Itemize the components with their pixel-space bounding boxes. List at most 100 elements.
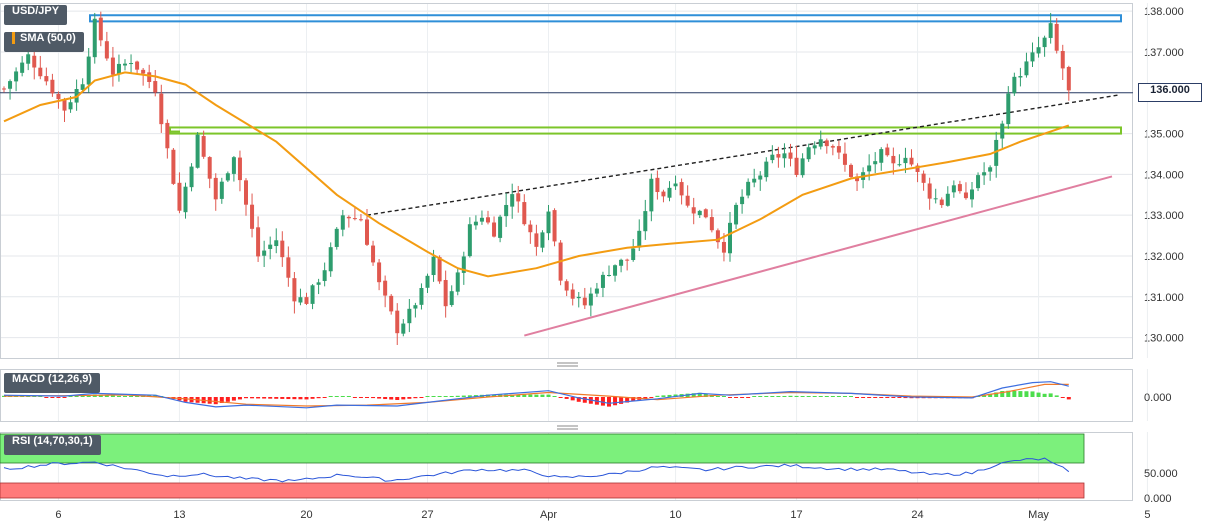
rising-support-line — [524, 175, 1113, 337]
x-tick-label: 17 — [790, 509, 802, 521]
macd-hist-bar — [619, 397, 624, 404]
candle-bull — [594, 288, 599, 294]
candle-bear — [98, 17, 103, 41]
candle-bull — [473, 221, 478, 226]
macd-hist-bar — [607, 397, 611, 407]
candle-bear — [304, 297, 309, 304]
candle-bull — [734, 204, 739, 225]
macd-panel-border — [0, 369, 1133, 422]
candle-bull — [340, 215, 345, 230]
candle-bull — [467, 224, 472, 257]
rsi-badge[interactable]: RSI (14,70,30,1) — [4, 435, 101, 455]
macd-label: MACD (12,26,9) — [12, 373, 93, 385]
candle-bear — [1060, 51, 1065, 69]
candle-bull — [1036, 47, 1041, 54]
macd-hist-bar — [38, 396, 43, 397]
candle-bear — [153, 81, 158, 93]
candle-bear — [715, 230, 720, 243]
macd-hist-bar — [734, 397, 739, 398]
macd-hist-bar — [1024, 391, 1029, 397]
macd-hist-bar — [437, 396, 442, 397]
candle-bull — [26, 54, 31, 64]
candle-bear — [213, 177, 218, 200]
candle-bear — [44, 76, 49, 82]
rsi-label: RSI (14,70,30,1) — [12, 435, 93, 447]
symbol-badge[interactable]: USD/JPY — [4, 5, 68, 25]
y-tick-label: 138.000 — [1144, 6, 1184, 18]
candle-bull — [897, 164, 902, 166]
candle-bull — [758, 175, 763, 180]
macd-hist-bar — [1000, 391, 1005, 397]
candle-bear — [582, 297, 587, 306]
candle-bear — [244, 180, 248, 205]
candle-bull — [976, 175, 981, 189]
candle-bear — [389, 295, 394, 312]
candle-bull — [189, 166, 194, 188]
macd-hist-bar — [1006, 390, 1011, 397]
macd-hist-bar — [885, 397, 890, 398]
macd-hist-bar — [721, 396, 726, 397]
x-tick-label: May — [1028, 509, 1049, 521]
candle-bull — [123, 63, 127, 66]
candlestick-series — [2, 11, 1071, 346]
candle-bull — [782, 153, 787, 159]
candle-bull — [945, 193, 950, 206]
macd-hist-bar — [842, 396, 847, 397]
macd-hist-bar — [32, 396, 37, 397]
macd-hist-bar — [492, 394, 497, 397]
candle-bull — [1018, 76, 1023, 78]
macd-hist-bar — [310, 397, 315, 399]
macd-hist-bar — [231, 397, 236, 401]
candle-bull — [328, 247, 333, 272]
candle-bull — [613, 265, 618, 276]
candle-bull — [219, 181, 224, 199]
candle-bull — [195, 134, 200, 168]
candle-bear — [38, 67, 43, 77]
candle-bear — [371, 245, 376, 263]
macd-hist-bar — [443, 396, 448, 397]
candle-bull — [425, 275, 430, 288]
candle-bull — [479, 217, 484, 222]
x-tick-label: 27 — [421, 509, 433, 521]
sma-swatch — [12, 32, 15, 45]
macd-hist-bar — [274, 397, 279, 399]
macd-hist-bar — [788, 395, 793, 397]
candle-bear — [165, 122, 170, 149]
candle-bear — [32, 55, 37, 68]
macd-hist-bar — [552, 396, 557, 397]
macd-hist-bar — [1060, 397, 1065, 398]
candle-bull — [812, 145, 817, 149]
macd-hist-bar — [667, 394, 672, 397]
macd-hist-bar — [522, 394, 527, 397]
macd-hist-bar — [649, 397, 654, 398]
macd-hist-bar — [564, 397, 569, 399]
candle-bull — [764, 161, 769, 178]
macd-hist-bar — [123, 396, 127, 397]
candle-bear — [2, 88, 6, 90]
macd-hist-bar — [643, 397, 648, 399]
y-tick-label: 130.000 — [1144, 333, 1184, 345]
macd-hist-bar — [62, 397, 67, 398]
macd-hist-bar — [449, 396, 454, 397]
macd-hist-bar — [316, 397, 321, 399]
candle-bull — [431, 256, 436, 276]
macd-hist-bar — [413, 397, 418, 399]
candle-bull — [619, 259, 624, 266]
candle-bear — [915, 165, 920, 173]
candle-bull — [667, 187, 672, 198]
candle-bear — [963, 192, 968, 199]
sma-badge[interactable]: SMA (50,0) — [4, 32, 84, 52]
candle-bull — [879, 149, 884, 163]
macd-hist-bar — [50, 397, 55, 398]
x-tick-label: 5 — [1144, 509, 1150, 521]
macd-hist-bar — [764, 396, 769, 397]
macd-hist-bar — [570, 397, 575, 401]
macd-badge[interactable]: MACD (12,26,9) — [4, 373, 101, 393]
macd-hist-bar — [1042, 393, 1047, 397]
candle-bear — [286, 257, 291, 278]
macd-hist-bar — [703, 393, 708, 397]
candle-bear — [141, 69, 146, 74]
candle-bear — [358, 219, 363, 221]
candle-bull — [540, 232, 545, 248]
